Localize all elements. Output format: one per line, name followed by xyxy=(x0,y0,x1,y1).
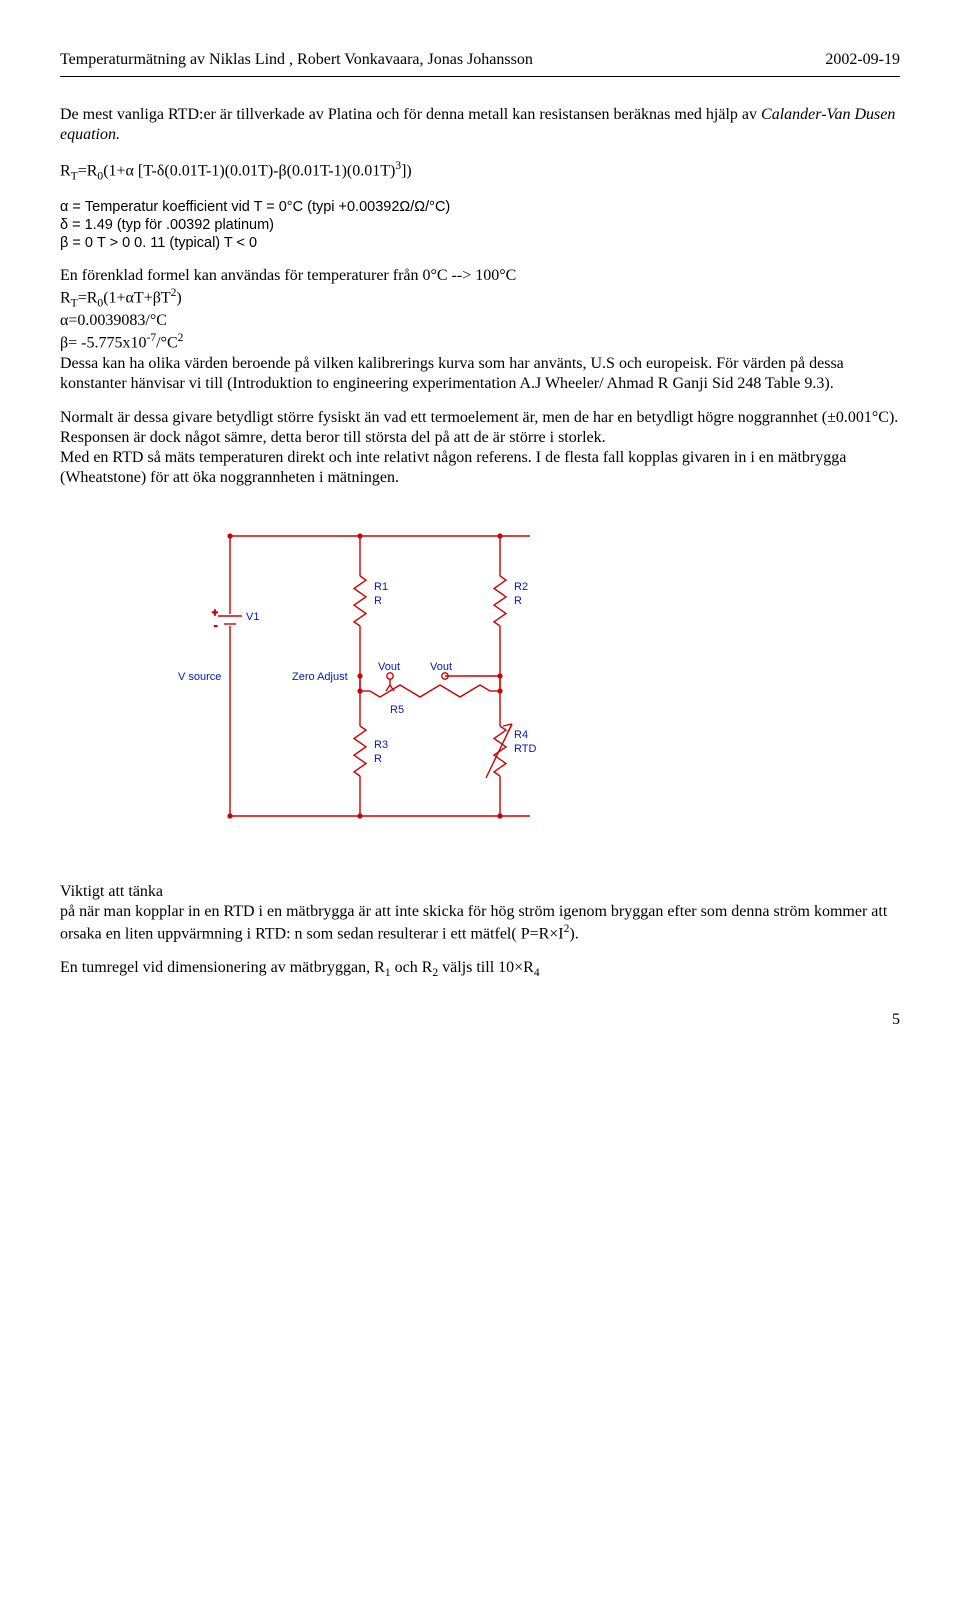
intro-paragraph: De mest vanliga RTD:er är tillverkade av… xyxy=(60,105,900,145)
svg-text:Vout: Vout xyxy=(430,661,452,673)
header-right: 2002-09-19 xyxy=(825,50,900,70)
calibration-note: Dessa kan ha olika värden beroende på vi… xyxy=(60,354,900,394)
intro-text: De mest vanliga RTD:er är tillverkade av… xyxy=(60,106,761,123)
beta-def: β = 0 T > 0 0. 11 (typical) T < 0 xyxy=(60,234,900,252)
svg-text:V source: V source xyxy=(178,671,221,683)
circuit-svg: +- V1V sourceZero AdjustVoutVoutR1RR2RR3… xyxy=(60,516,620,856)
size-accuracy-para: Normalt är dessa givare betydligt större… xyxy=(60,408,900,448)
alpha-def: α = Temperatur koefficient vid T = 0°C (… xyxy=(60,198,900,216)
svg-text:R: R xyxy=(374,595,382,607)
cvd-formula: RT=R0(1+α [T-δ(0.01T-1)(0.01T)-β(0.01T-1… xyxy=(60,159,900,184)
page-header: Temperaturmätning av Niklas Lind , Rober… xyxy=(60,50,900,70)
svg-text:+: + xyxy=(212,608,218,619)
svg-text:R2: R2 xyxy=(514,581,528,593)
coefficient-definitions: α = Temperatur koefficient vid T = 0°C (… xyxy=(60,198,900,252)
size-accuracy-block: Normalt är dessa givare betydligt större… xyxy=(60,408,900,488)
wheatstone-para: Med en RTD så mäts temperaturen direkt o… xyxy=(60,448,900,488)
svg-text:R1: R1 xyxy=(374,581,388,593)
svg-text:R: R xyxy=(514,595,522,607)
self-heating-block: Viktigt att tänka på när man kopplar in … xyxy=(60,882,900,944)
circuit-labels: V1 V source Zero Adjust Vout Vout R1 R R2 R R3 R R4… xyxy=(178,581,536,765)
circuit-wires: +- xyxy=(212,533,530,818)
rule-of-thumb: En tumregel vid dimensionering av mätbry… xyxy=(60,958,900,981)
simplified-intro: En förenklad formel kan användas för tem… xyxy=(60,266,900,286)
svg-text:V1: V1 xyxy=(246,611,259,623)
page-number: 5 xyxy=(60,1010,900,1030)
svg-text:RTD: RTD xyxy=(514,743,536,755)
alpha-value: α=0.0039083/°C xyxy=(60,311,900,331)
self-heating-para: Viktigt att tänka på när man kopplar in … xyxy=(60,882,900,944)
simplified-block: En förenklad formel kan användas för tem… xyxy=(60,266,900,393)
header-left: Temperaturmätning av Niklas Lind , Rober… xyxy=(60,50,533,70)
svg-text:Vout: Vout xyxy=(378,661,400,673)
svg-text:R3: R3 xyxy=(374,739,388,751)
svg-text:Zero Adjust: Zero Adjust xyxy=(292,671,348,683)
svg-text:-: - xyxy=(214,621,217,632)
svg-text:R: R xyxy=(374,753,382,765)
svg-text:R5: R5 xyxy=(390,704,404,716)
header-rule xyxy=(60,76,900,77)
delta-def: δ = 1.49 (typ för .00392 platinum) xyxy=(60,216,900,234)
svg-text:R4: R4 xyxy=(514,729,528,741)
wheatstone-circuit-diagram: +- V1V sourceZero AdjustVoutVoutR1RR2RR3… xyxy=(60,516,900,862)
beta-value: β= -5.775x10-7/°C2 xyxy=(60,331,900,353)
simplified-formula: RT=R0(1+αT+βT2) xyxy=(60,286,900,311)
